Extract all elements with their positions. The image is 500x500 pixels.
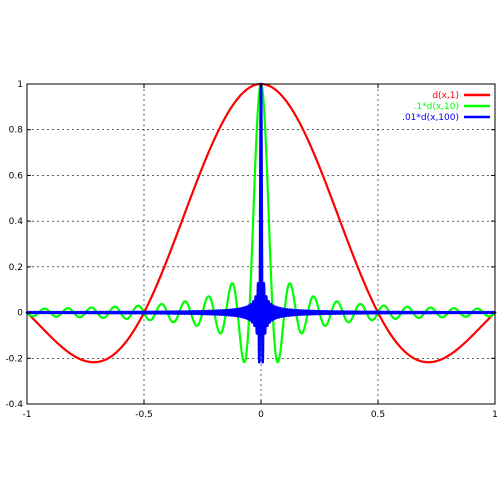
x-tick-label: 0.5 <box>371 410 385 420</box>
y-tick-label: 1 <box>17 80 23 90</box>
legend: d(x,1).1*d(x,10).01*d(x,100) <box>402 91 490 123</box>
y-tick-label: -0.4 <box>5 400 23 410</box>
x-tick-label: -0.5 <box>135 410 153 420</box>
y-tick-label: 0.2 <box>9 263 23 273</box>
x-tick-label: 0 <box>258 410 264 420</box>
legend-label: .1*d(x,10) <box>414 102 459 112</box>
y-tick-label: 0 <box>17 309 23 319</box>
y-tick-label: 0.4 <box>9 217 24 227</box>
y-tick-label: 0.6 <box>9 171 24 181</box>
x-tick-label: -1 <box>23 410 32 420</box>
legend-label: d(x,1) <box>432 91 459 101</box>
x-tick-label: 1 <box>492 410 498 420</box>
y-tick-label: -0.2 <box>5 354 23 364</box>
y-tick-label: 0.8 <box>9 126 24 136</box>
legend-label: .01*d(x,100) <box>402 113 459 123</box>
ticks: -1 -0.5 0 0.5 1 -0.4 -0.2 0 0.2 0.4 0.6 0.8 1 <box>5 80 497 420</box>
